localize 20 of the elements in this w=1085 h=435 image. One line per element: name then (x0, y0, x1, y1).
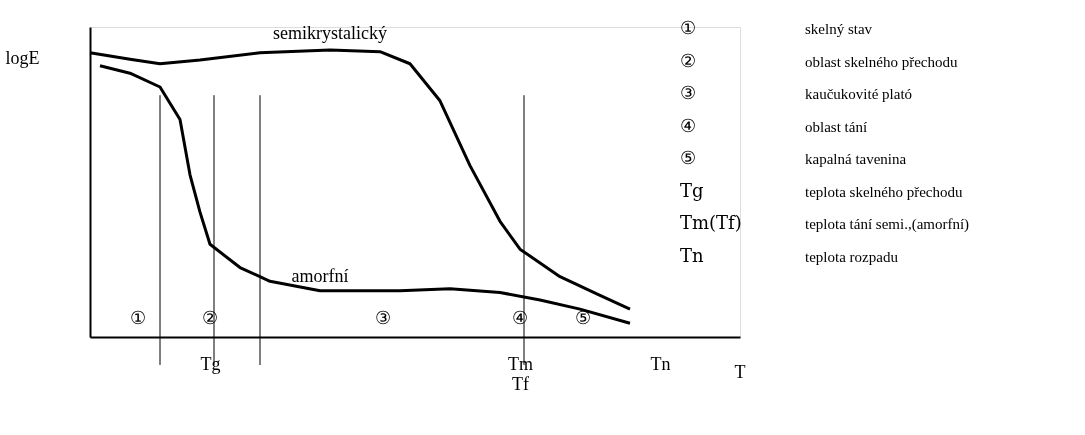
x-axis-title: T (734, 361, 746, 382)
y-axis-title: logE (5, 47, 40, 68)
series-label: semikrystalický (273, 22, 387, 43)
text: ⑤ kapalná tavenina (680, 147, 907, 168)
annotation: ① (130, 307, 146, 328)
annotation: ④ (512, 307, 528, 328)
text: Tg teplota skelného přechodu (680, 179, 963, 201)
text: ② oblast skelného přechodu (680, 49, 958, 71)
x-tick-label: Tg (200, 353, 221, 374)
series-label: amorfní (291, 265, 349, 286)
annotation: ⑤ (575, 307, 591, 328)
annotation: ③ (375, 307, 391, 328)
text: Tm(Tf) teplota tání semi.,(amorfní) (680, 212, 970, 233)
annotation: ② (202, 307, 218, 328)
text: ① skelný stav (680, 17, 873, 38)
x-tick-label: Tm Tf (508, 353, 533, 394)
text: Tn teplota rozpadu (680, 244, 898, 266)
x-tick-label: Tn (650, 353, 671, 374)
text: ③ kaučukovité plató (680, 82, 913, 103)
text: ④ oblast tání (680, 114, 868, 136)
